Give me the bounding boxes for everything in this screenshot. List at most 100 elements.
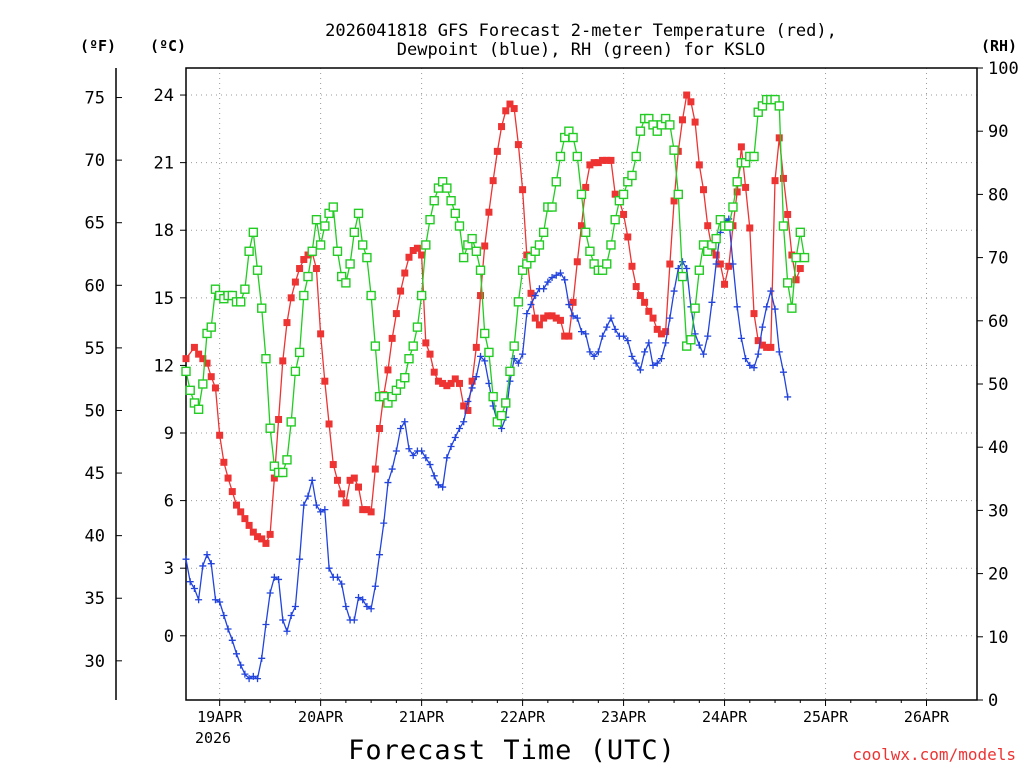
temperature-point: [691, 118, 699, 126]
temperature-point: [409, 247, 417, 255]
rh-point: [261, 354, 271, 364]
rh-point: [631, 151, 641, 162]
rh-point: [505, 366, 515, 377]
temperature-point: [266, 530, 274, 538]
rh-point: [278, 467, 288, 478]
rh-point: [732, 177, 742, 187]
temperature-point: [670, 197, 678, 205]
rh-point: [366, 290, 376, 301]
chart-title-line-1: 2026041818 GFS Forecast 2-meter Temperat…: [325, 21, 837, 41]
temperature-point: [590, 159, 598, 167]
rh-tick-label: 70: [988, 249, 1008, 269]
rh-point: [471, 246, 482, 256]
temperature-point: [519, 186, 527, 194]
rh-point: [332, 246, 343, 256]
dewpoint-point: [308, 476, 316, 484]
data-series: [181, 91, 810, 683]
temperature-point: [190, 343, 198, 351]
dewpoint-point: [636, 366, 644, 374]
fahrenheit-tick-label: 65: [85, 214, 105, 234]
temperature-point: [527, 289, 535, 297]
dewpoint-point: [506, 377, 514, 385]
rh-point: [496, 410, 507, 421]
temperature-point: [721, 280, 729, 288]
rh-point: [665, 120, 675, 130]
x-tick-label: 26APR: [904, 708, 950, 726]
rh-point: [299, 290, 309, 301]
dewpoint-point: [430, 472, 438, 480]
rh-point: [404, 354, 414, 364]
temperature-point: [632, 283, 640, 291]
temperature-point: [245, 521, 253, 529]
temperature-point: [203, 359, 211, 367]
dewpoint-point: [355, 593, 363, 601]
temperature-point: [779, 174, 787, 182]
celsius-tick-label: 0: [164, 627, 174, 647]
dewpoint-point: [418, 447, 426, 455]
dewpoint-point: [670, 287, 678, 295]
rh-point: [787, 303, 797, 313]
dewpoint-point: [287, 612, 295, 620]
dewpoint-point: [228, 636, 236, 644]
temperature-point: [211, 384, 219, 392]
rh-point: [572, 151, 582, 162]
rh-point: [429, 196, 439, 206]
rh-point: [673, 189, 683, 200]
rh-point: [454, 221, 465, 231]
dewpoint-point: [763, 303, 771, 311]
temperature-point: [312, 265, 320, 273]
dewpoint-point: [556, 269, 564, 277]
axes-ticks: 0 3 6 9 12 15 18 21 24 30 35 40 45 50 55 60 65 70 75 0 10 20 3…: [85, 59, 1019, 726]
rh-point: [370, 341, 381, 351]
celsius-tick-label: 21: [154, 154, 174, 174]
temperature-point: [300, 256, 308, 264]
temperature-point: [493, 147, 501, 155]
temperature-point: [249, 528, 257, 536]
temperature-point: [439, 379, 447, 387]
temperature-point: [199, 355, 207, 363]
temperature-point: [636, 292, 644, 300]
dewpoint-point: [207, 560, 215, 568]
rh-point: [257, 303, 267, 313]
dewpoint-point: [632, 359, 640, 367]
dewpoint-point: [451, 434, 459, 442]
rh-point: [185, 385, 195, 396]
rh-point: [252, 265, 263, 275]
temperature-point: [603, 156, 611, 164]
temperature-point: [207, 373, 215, 381]
fahrenheit-tick-label: 55: [85, 339, 105, 359]
dewpoint-point: [321, 506, 329, 514]
rh-point: [480, 328, 490, 339]
fahrenheit-tick-label: 35: [85, 589, 105, 609]
temperature-point: [742, 183, 750, 191]
temperature-point: [792, 276, 800, 284]
rh-point: [282, 455, 292, 465]
dewpoint-point: [232, 650, 240, 658]
fahrenheit-tick-label: 60: [85, 276, 105, 296]
rh-tick-label: 60: [988, 312, 1008, 332]
rh-point: [307, 246, 317, 256]
temperature-point: [653, 325, 661, 333]
temperature-point: [746, 224, 754, 232]
temperature-point: [750, 310, 758, 318]
temperature-point: [434, 377, 442, 385]
dewpoint-point: [338, 580, 346, 588]
dewpoint-point: [237, 661, 245, 669]
dewpoint-point: [279, 616, 287, 624]
dewpoint-point: [624, 337, 632, 345]
x-tick-label: 21APR: [399, 708, 445, 726]
celsius-tick-label: 15: [154, 289, 174, 309]
temperature-point: [733, 188, 741, 196]
temperature-point: [430, 368, 438, 376]
temperature-point: [388, 334, 396, 342]
temperature-point: [455, 379, 463, 387]
temperature-point: [232, 501, 240, 509]
temperature-point: [464, 406, 472, 414]
temperature-point: [342, 499, 350, 507]
dewpoint-point: [548, 274, 556, 282]
rh-point: [206, 322, 216, 332]
dewpoint-point: [775, 348, 783, 356]
rh-point: [235, 297, 246, 307]
fahrenheit-tick-label: 50: [85, 401, 105, 421]
